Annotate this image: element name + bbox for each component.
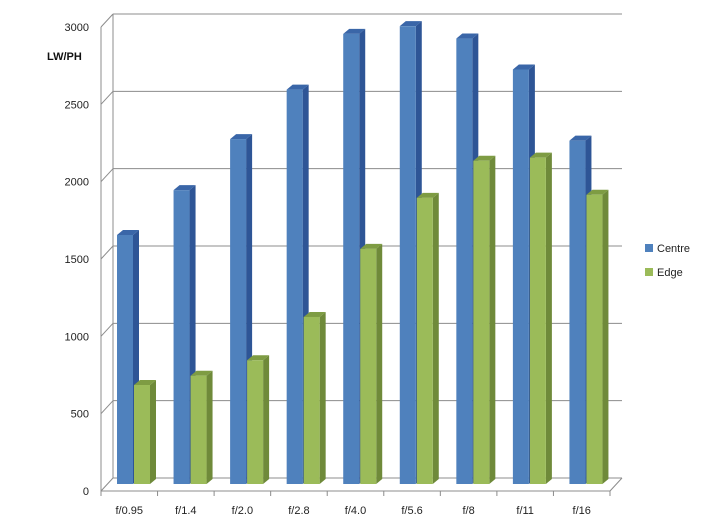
bar-edge — [247, 355, 270, 484]
x-tick-labels: f/0.95 f/1.4 f/2.0 f/2.8 f/4.0 f/5.6 f/8 f/11 f/… — [116, 505, 591, 517]
bar-edge — [190, 370, 213, 484]
gridline-side — [100, 400, 114, 415]
legend: Centre Edge — [645, 243, 690, 279]
y-axis-label: LW/PH — [47, 51, 82, 63]
bar-edge — [473, 155, 496, 484]
y-tick-labels: 0 500 1000 1500 2000 2500 3000 — [65, 22, 89, 498]
x-tick-label: f/16 — [573, 505, 591, 517]
x-tick-label: f/1.4 — [175, 505, 196, 517]
y-tick-label: 0 — [83, 486, 89, 498]
gridline-side — [100, 322, 114, 337]
x-tick-label: f/4.0 — [345, 505, 366, 517]
floor-edge — [609, 477, 623, 492]
x-tick-label: f/2.8 — [288, 505, 309, 517]
bar-edge — [360, 243, 383, 484]
y-tick-label: 1500 — [65, 254, 89, 266]
bar-edge — [416, 192, 439, 484]
bar-edge — [303, 311, 326, 484]
y-tick-label: 2000 — [65, 177, 89, 189]
gridline-side — [100, 477, 114, 492]
x-tick-label: f/5.6 — [401, 505, 422, 517]
y-tick-label: 2500 — [65, 99, 89, 111]
y-tick-label: 3000 — [65, 22, 89, 34]
gridline-side — [100, 168, 114, 183]
gridline-side — [100, 245, 114, 260]
x-tick-label: f/2.0 — [232, 505, 253, 517]
legend-label-centre: Centre — [657, 243, 690, 255]
bars — [117, 21, 609, 485]
bar-edge — [134, 380, 156, 484]
gridline-side — [100, 13, 114, 28]
gridline-side — [100, 90, 114, 105]
x-tick-label: f/8 — [462, 505, 474, 517]
y-tick-label: 1000 — [65, 331, 89, 343]
legend-swatch-edge — [645, 268, 653, 276]
y-tick-label: 500 — [71, 409, 89, 421]
axes — [100, 14, 623, 496]
legend-label-edge: Edge — [657, 267, 683, 279]
x-tick-label: f/0.95 — [116, 505, 144, 517]
bar-edge — [586, 189, 609, 485]
x-tick-label: f/11 — [516, 505, 534, 517]
bar-edge — [529, 152, 552, 485]
legend-swatch-centre — [645, 244, 653, 252]
